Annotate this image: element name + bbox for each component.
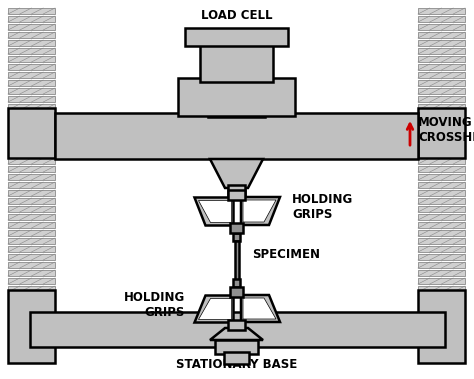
- Bar: [418, 238, 465, 244]
- Bar: [8, 48, 55, 54]
- Bar: [418, 24, 465, 30]
- Bar: [418, 16, 465, 22]
- Bar: [178, 78, 295, 116]
- Bar: [8, 270, 55, 276]
- Text: SPECIMEN: SPECIMEN: [252, 249, 320, 262]
- Bar: [418, 198, 465, 204]
- Bar: [8, 80, 55, 86]
- Bar: [418, 222, 465, 228]
- Bar: [208, 55, 265, 117]
- Bar: [418, 166, 465, 172]
- Bar: [233, 279, 240, 287]
- Bar: [215, 340, 258, 354]
- Bar: [8, 108, 55, 158]
- Polygon shape: [198, 298, 231, 319]
- Bar: [8, 24, 55, 30]
- Bar: [8, 190, 55, 196]
- Bar: [230, 287, 243, 297]
- Text: LOAD CELL: LOAD CELL: [201, 9, 273, 22]
- Bar: [235, 241, 239, 281]
- Bar: [8, 32, 55, 38]
- Bar: [418, 48, 465, 54]
- Polygon shape: [198, 200, 231, 222]
- Bar: [418, 96, 465, 102]
- Bar: [418, 108, 465, 158]
- Bar: [8, 182, 55, 188]
- Bar: [418, 104, 465, 110]
- Text: HOLDING
GRIPS: HOLDING GRIPS: [292, 193, 353, 221]
- Bar: [8, 238, 55, 244]
- Polygon shape: [243, 200, 276, 222]
- Bar: [418, 32, 465, 38]
- Bar: [185, 28, 288, 46]
- Bar: [230, 223, 243, 233]
- Bar: [8, 290, 55, 363]
- Bar: [200, 40, 273, 82]
- Bar: [8, 214, 55, 220]
- Bar: [8, 72, 55, 78]
- Text: MOVING
CROSSHEAD: MOVING CROSSHEAD: [418, 116, 474, 144]
- Bar: [233, 233, 240, 241]
- Bar: [418, 270, 465, 276]
- Polygon shape: [210, 159, 263, 188]
- Bar: [418, 8, 465, 14]
- Bar: [418, 286, 465, 292]
- Bar: [8, 56, 55, 62]
- Bar: [228, 185, 245, 199]
- Bar: [418, 40, 465, 46]
- Bar: [418, 290, 465, 363]
- Bar: [8, 64, 55, 70]
- Bar: [8, 286, 55, 292]
- Bar: [418, 262, 465, 268]
- Text: HOLDING
GRIPS: HOLDING GRIPS: [124, 291, 185, 319]
- Bar: [8, 246, 55, 252]
- Bar: [8, 96, 55, 102]
- Bar: [8, 158, 55, 164]
- Bar: [8, 40, 55, 46]
- Bar: [418, 254, 465, 260]
- Bar: [228, 190, 245, 200]
- Polygon shape: [194, 197, 233, 225]
- Text: STATIONARY BASE: STATIONARY BASE: [176, 358, 298, 371]
- Bar: [8, 8, 55, 14]
- Polygon shape: [243, 298, 276, 319]
- Bar: [418, 246, 465, 252]
- Polygon shape: [241, 295, 280, 322]
- Bar: [418, 230, 465, 236]
- Bar: [418, 158, 465, 164]
- Bar: [418, 278, 465, 284]
- Bar: [8, 16, 55, 22]
- Bar: [30, 312, 445, 347]
- Bar: [418, 190, 465, 196]
- Bar: [418, 214, 465, 220]
- Bar: [8, 222, 55, 228]
- Bar: [418, 174, 465, 180]
- Polygon shape: [194, 295, 233, 322]
- Polygon shape: [241, 197, 280, 225]
- Bar: [418, 88, 465, 94]
- Bar: [224, 352, 249, 364]
- Bar: [8, 254, 55, 260]
- Bar: [228, 320, 245, 330]
- Bar: [8, 88, 55, 94]
- Bar: [418, 72, 465, 78]
- Bar: [418, 56, 465, 62]
- Bar: [418, 206, 465, 212]
- Bar: [8, 104, 55, 110]
- Bar: [8, 262, 55, 268]
- Bar: [8, 174, 55, 180]
- Bar: [418, 80, 465, 86]
- Polygon shape: [210, 328, 263, 340]
- Bar: [418, 64, 465, 70]
- Bar: [8, 206, 55, 212]
- Bar: [8, 166, 55, 172]
- Bar: [55, 113, 418, 159]
- Bar: [8, 198, 55, 204]
- Bar: [418, 182, 465, 188]
- Bar: [8, 278, 55, 284]
- Bar: [8, 230, 55, 236]
